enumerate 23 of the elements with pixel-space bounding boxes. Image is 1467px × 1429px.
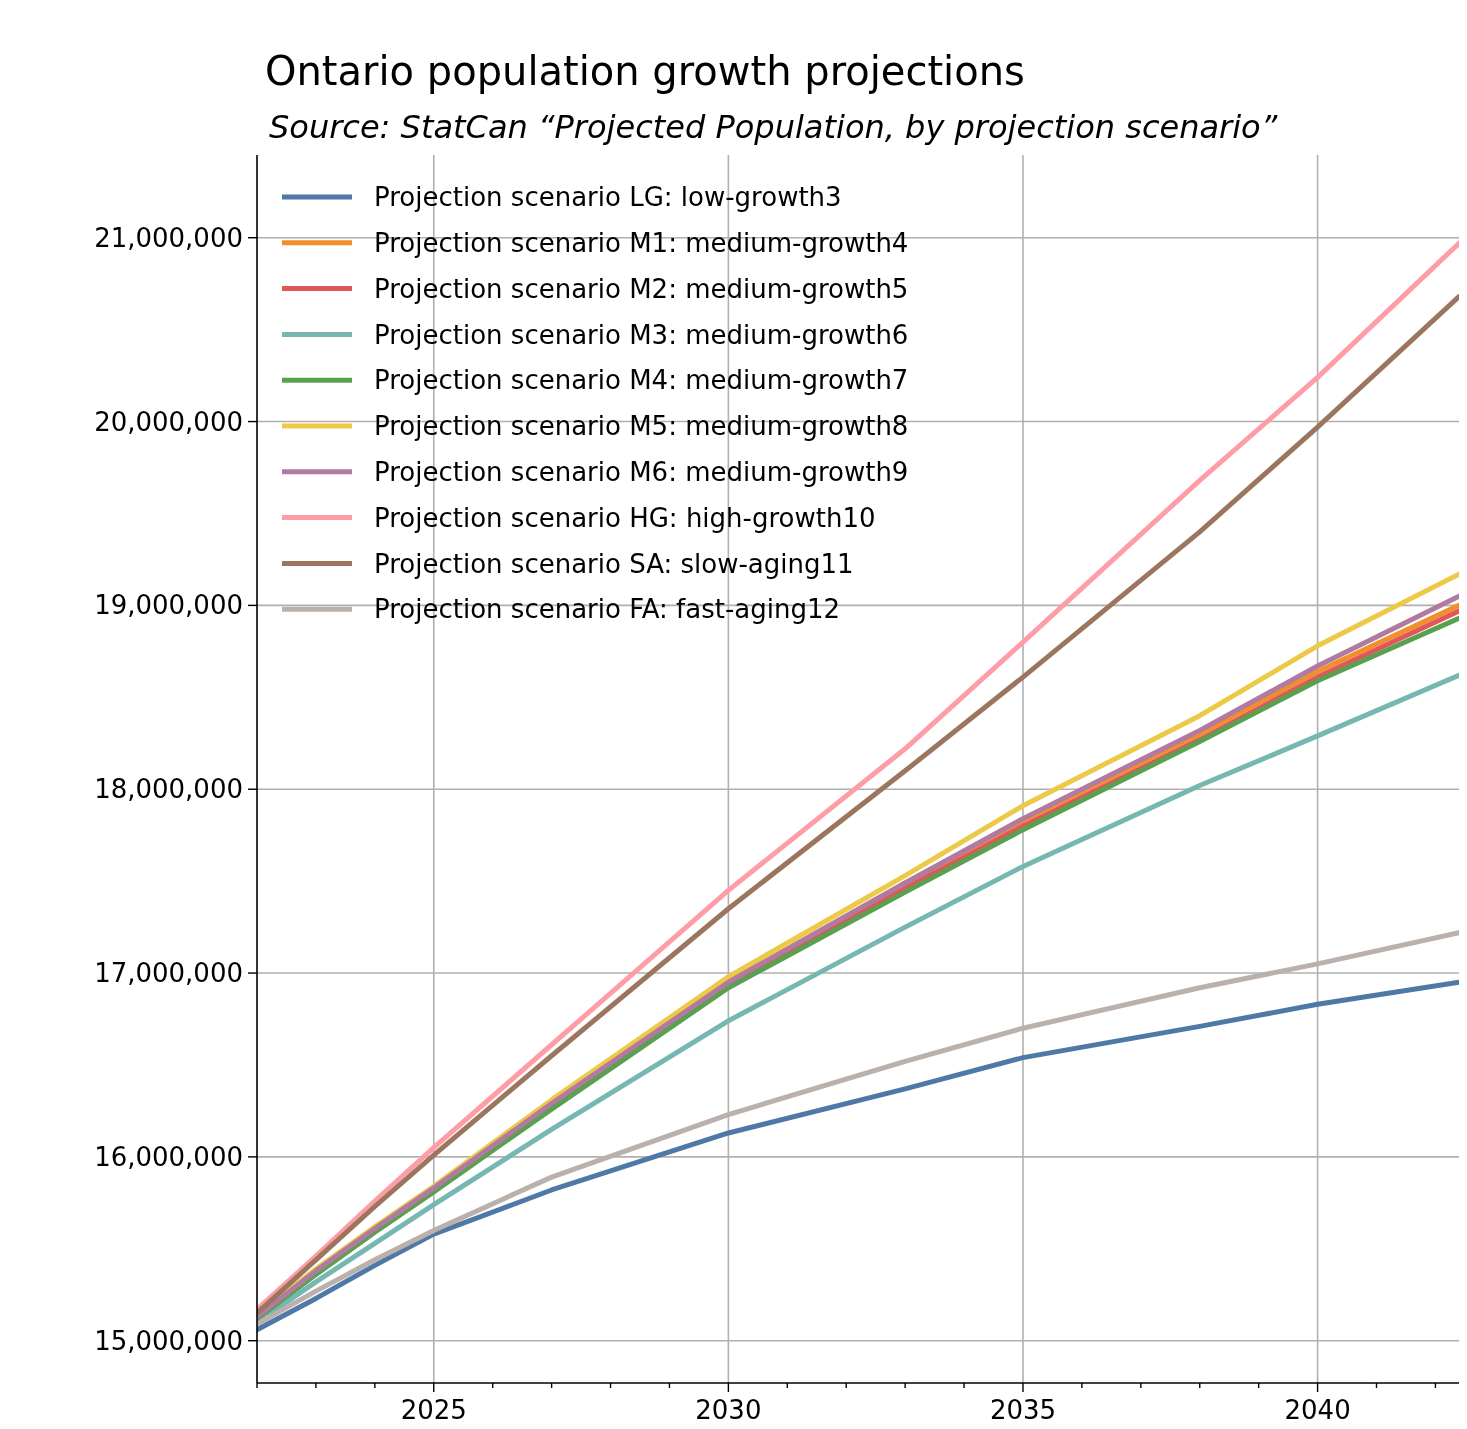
legend-label: Projection scenario M4: medium-growth7	[374, 365, 909, 396]
y-tick-label: 20,000,000	[94, 406, 243, 437]
legend-label: Projection scenario FA: fast-aging12	[374, 594, 841, 625]
y-tick-label: 17,000,000	[94, 958, 243, 989]
y-tick-label: 15,000,000	[94, 1325, 243, 1356]
chart-subtitle: Source: StatCan “Projected Population, by projection scenario”	[269, 108, 1278, 146]
x-tick-label: 2030	[695, 1395, 762, 1425]
y-tick-label: 16,000,000	[94, 1141, 243, 1172]
x-tick-label: 2035	[989, 1395, 1057, 1425]
x-tick-label: 2040	[1284, 1395, 1351, 1425]
legend-label: Projection scenario LG: low-growth3	[374, 182, 842, 213]
legend-label: Projection scenario SA: slow-aging11	[374, 548, 854, 579]
y-tick-label: 21,000,000	[94, 222, 243, 253]
chart-title: Ontario population growth projections	[265, 48, 1025, 94]
legend-label: Projection scenario HG: high-growth10	[374, 502, 876, 533]
legend-label: Projection scenario M1: medium-growth4	[374, 227, 909, 258]
legend-label: Projection scenario M2: medium-growth5	[374, 273, 909, 304]
x-tick-label: 2025	[400, 1395, 467, 1425]
y-tick-label: 18,000,000	[94, 774, 243, 805]
legend-label: Projection scenario M3: medium-growth6	[374, 319, 909, 350]
y-tick-label: 19,000,000	[94, 590, 243, 621]
legend-label: Projection scenario M6: medium-growth9	[374, 456, 909, 487]
legend-label: Projection scenario M5: medium-growth8	[374, 411, 909, 442]
